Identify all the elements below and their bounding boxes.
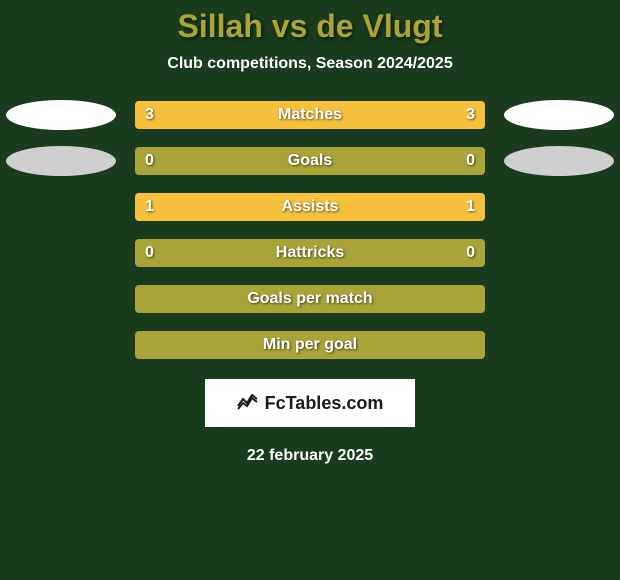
stat-value-right: 0 <box>466 244 475 262</box>
stat-row: 0 0 Hattricks <box>0 239 620 267</box>
stat-bar: Min per goal <box>135 331 485 359</box>
player-left-marker <box>6 100 116 130</box>
stat-bar: Goals per match <box>135 285 485 313</box>
stat-label: Hattricks <box>276 244 344 262</box>
stat-label: Min per goal <box>263 336 357 354</box>
stat-value-right: 3 <box>466 106 475 124</box>
branding-text: FcTables.com <box>265 393 384 414</box>
branding-badge: FcTables.com <box>205 379 415 427</box>
stat-row: 1 1 Assists <box>0 193 620 221</box>
stat-label: Matches <box>278 106 342 124</box>
stat-value-left: 1 <box>145 198 154 216</box>
stat-bar: 1 1 Assists <box>135 193 485 221</box>
stat-label: Goals per match <box>247 290 372 308</box>
stats-rows: 3 3 Matches 0 0 Goals 1 1 Assists 0 0 Hattricks Goal… <box>0 101 620 359</box>
player-right-marker <box>504 146 614 176</box>
stat-row: 0 0 Goals <box>0 147 620 175</box>
player-left-marker <box>6 146 116 176</box>
stat-row: 3 3 Matches <box>0 101 620 129</box>
comparison-title: Sillah vs de Vlugt <box>178 8 443 45</box>
stat-value-right: 1 <box>466 198 475 216</box>
stat-bar: 0 0 Hattricks <box>135 239 485 267</box>
stat-bar: 0 0 Goals <box>135 147 485 175</box>
chart-line-icon <box>237 394 259 412</box>
stat-value-left: 0 <box>145 244 154 262</box>
stat-row: Min per goal <box>0 331 620 359</box>
comparison-subtitle: Club competitions, Season 2024/2025 <box>167 55 452 73</box>
stat-label: Goals <box>288 152 332 170</box>
stat-value-left: 3 <box>145 106 154 124</box>
stat-label: Assists <box>282 198 339 216</box>
stat-value-left: 0 <box>145 152 154 170</box>
stat-row: Goals per match <box>0 285 620 313</box>
date-label: 22 february 2025 <box>247 447 373 465</box>
stat-value-right: 0 <box>466 152 475 170</box>
player-right-marker <box>504 100 614 130</box>
stat-bar: 3 3 Matches <box>135 101 485 129</box>
